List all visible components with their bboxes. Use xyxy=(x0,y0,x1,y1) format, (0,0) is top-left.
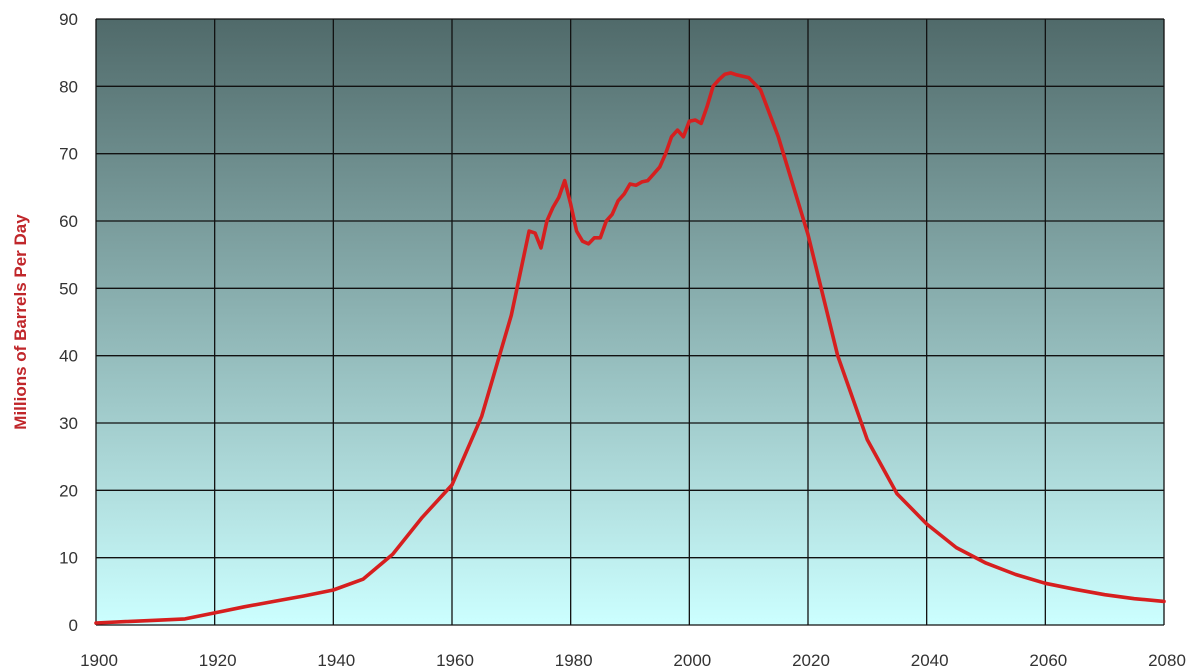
x-tick-label: 2080 xyxy=(1148,651,1186,670)
plot-area xyxy=(96,19,1164,625)
y-tick-label: 10 xyxy=(59,549,78,568)
x-tick-label: 1940 xyxy=(317,651,355,670)
x-tick-label: 1960 xyxy=(436,651,474,670)
y-tick-label: 80 xyxy=(59,77,78,96)
x-tick-label: 2020 xyxy=(792,651,830,670)
y-axis-title: Millions of Barrels Per Day xyxy=(11,214,30,430)
y-tick-label: 90 xyxy=(59,10,78,29)
y-axis-ticks: 0 10 20 30 40 50 60 70 80 90 xyxy=(59,10,78,635)
y-tick-label: 60 xyxy=(59,212,78,231)
y-tick-label: 40 xyxy=(59,347,78,366)
series-line xyxy=(94,71,1166,625)
x-tick-label: 1980 xyxy=(555,651,593,670)
y-tick-label: 30 xyxy=(59,414,78,433)
x-tick-label: 1920 xyxy=(199,651,237,670)
x-tick-label: 2060 xyxy=(1029,651,1067,670)
x-tick-label: 2040 xyxy=(911,651,949,670)
y-tick-label: 20 xyxy=(59,481,78,500)
y-tick-label: 70 xyxy=(59,145,78,164)
y-tick-label: 0 xyxy=(69,616,78,635)
y-tick-label: 50 xyxy=(59,279,78,298)
x-tick-label: 1900 xyxy=(80,651,118,670)
x-axis-ticks: 1900 1920 1940 1960 1980 2000 2020 2040 2060 2080 xyxy=(80,651,1186,670)
x-tick-label: 2000 xyxy=(673,651,711,670)
